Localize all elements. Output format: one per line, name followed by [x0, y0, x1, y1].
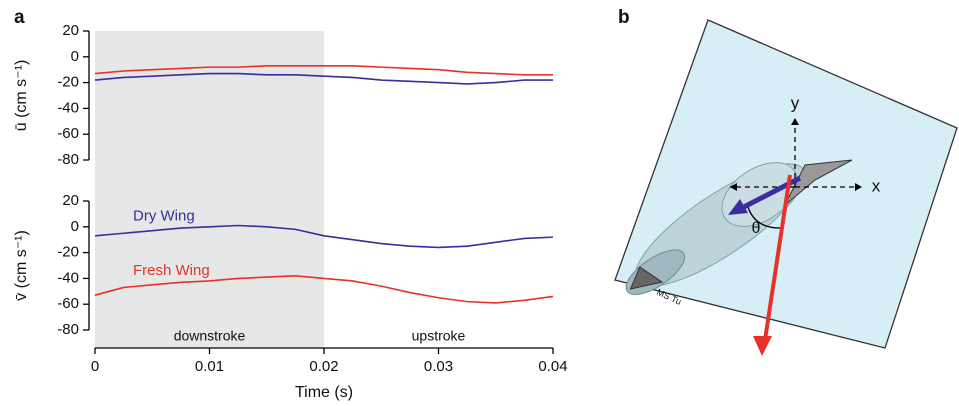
data-line [94, 224, 554, 249]
x-tick-label: 0.01 [195, 358, 224, 375]
y-tick-label: -80 [57, 151, 79, 168]
tip [629, 266, 664, 290]
panel-label: b [618, 7, 630, 28]
x-tick-label: 0.02 [309, 358, 338, 375]
y-tick-label: -80 [57, 321, 79, 338]
y-tick-label: 0 [71, 48, 79, 65]
x-tick-label: 0.04 [538, 358, 567, 375]
angle-label: θ [752, 220, 761, 237]
annotation: upstroke [412, 328, 466, 344]
series-label: Dry Wing [133, 208, 195, 225]
panel-label: a [14, 7, 25, 28]
angle-arc [747, 206, 781, 229]
red-arrow-head [753, 336, 772, 356]
y-tick-label: 20 [62, 192, 79, 209]
series-label: Fresh Wing [133, 262, 210, 279]
y-label: y [791, 93, 800, 112]
y-axis-label: ū (cm s⁻¹) [13, 60, 30, 132]
diagram: y x θ MS Tu [614, 19, 958, 356]
x-axis-label: Time (s) [295, 384, 353, 401]
x-label: x [872, 176, 881, 195]
x-tick-label: 0 [91, 358, 99, 375]
y-tick-label: -20 [57, 74, 79, 91]
y-tick-label: -20 [57, 244, 79, 261]
x-tick-label: 0.03 [424, 358, 453, 375]
annotation: downstroke [174, 328, 246, 344]
blue-arrow-head [728, 199, 748, 215]
y-tick-label: -40 [57, 99, 79, 116]
y-tick-label: -60 [57, 295, 79, 312]
y-axis-label: v̄ (cm s⁻¹) [13, 230, 30, 301]
y-tick-label: -40 [57, 269, 79, 286]
y-tick-label: 20 [62, 22, 79, 39]
red-arrow [763, 174, 792, 341]
y-tick-label: -60 [57, 125, 79, 142]
data-line [94, 72, 553, 85]
y-tick-label: 0 [71, 218, 79, 235]
data-line [94, 65, 553, 76]
phase-span [95, 31, 324, 348]
data-line [94, 275, 554, 304]
